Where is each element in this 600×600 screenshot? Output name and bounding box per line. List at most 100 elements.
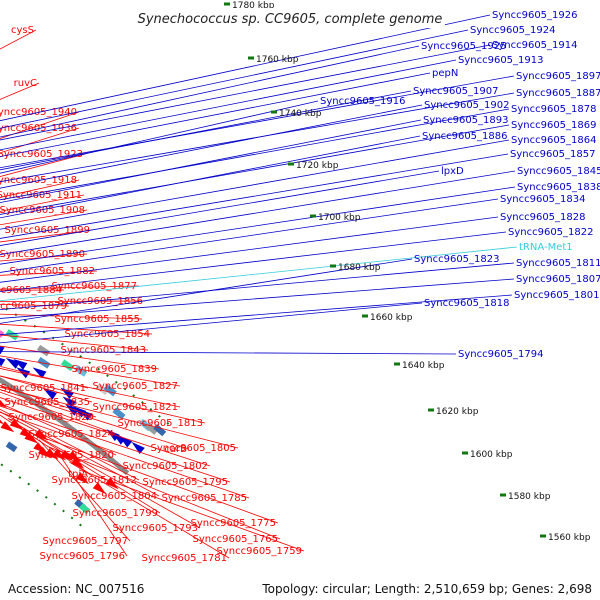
annotation-block xyxy=(112,407,126,420)
right-gene-label: Syncc9605_1807 xyxy=(516,274,600,285)
right-leader-line xyxy=(0,302,423,344)
left-gene-label: Syncc9605_1877 xyxy=(52,281,138,292)
annotation-block xyxy=(60,359,75,372)
left-gene-label: Syncc9605_1797 xyxy=(43,536,129,547)
right-gene-label: Syncc9605_1878 xyxy=(511,104,597,115)
right-leader-line xyxy=(0,104,423,189)
left-leader-line xyxy=(0,285,140,290)
reverse-gene-arrow xyxy=(0,355,6,367)
right-leader-line xyxy=(0,198,499,273)
left-gene-label: Syncc9605_1839 xyxy=(72,364,158,375)
left-gene-label: Syncc9605_1827 xyxy=(93,381,179,392)
left-leader-line xyxy=(0,179,80,198)
right-gene-label: Syncc9605_1902 xyxy=(424,100,510,111)
right-gene-label: Syncc9605_1893 xyxy=(423,115,509,126)
left-leader-line xyxy=(28,431,279,524)
left-gene-label: Syncc9605_1759 xyxy=(217,546,303,557)
left-leader-line xyxy=(0,375,93,403)
right-leader-line xyxy=(0,135,421,219)
annotation-block xyxy=(5,441,18,453)
reverse-gene-arrow xyxy=(62,396,77,408)
left-gene-label: Syncc9605_1795 xyxy=(143,477,229,488)
left-leader-line xyxy=(0,194,85,212)
left-leader-line xyxy=(0,300,146,302)
left-gene-label: Syncc9605_1854 xyxy=(65,329,151,340)
kbp-tick-label: 1760 kbp xyxy=(256,55,299,65)
left-leader-line xyxy=(0,111,80,139)
right-gene-label: Syncc9605_1907 xyxy=(413,86,499,97)
left-leader-line xyxy=(0,345,160,370)
right-gene-label: Syncc9605_1801 xyxy=(514,290,600,301)
left-leader-line xyxy=(58,454,128,557)
reverse-gene-arrow xyxy=(65,404,80,416)
left-leader-line xyxy=(0,389,190,450)
right-gene-label: Syncc9605_1834 xyxy=(500,194,586,205)
right-gene-label: pepN xyxy=(432,68,458,79)
left-leader-line xyxy=(0,334,149,351)
kbp-tick-label: 1700 kbp xyxy=(318,213,361,223)
left-leader-line xyxy=(0,313,143,320)
left-gene-label: tpiA xyxy=(68,469,88,480)
kbp-tick-label: 1680 kbp xyxy=(338,263,381,273)
left-leader-line xyxy=(0,414,91,475)
kbp-tick-label: 1720 kbp xyxy=(296,161,339,171)
right-gene-label: Syncc9605_1897 xyxy=(516,71,600,82)
right-gene-label: lpxD xyxy=(441,166,464,177)
left-gene-label: Syncc9605_1785 xyxy=(162,493,248,504)
left-leader-line xyxy=(18,424,201,529)
right-leader-line xyxy=(0,278,515,319)
topology-label: Topology: circular; Length: 2,510,659 bp… xyxy=(262,582,592,596)
left-gene-label: Syncc9605_1796 xyxy=(40,551,126,562)
left-leader-line xyxy=(0,408,140,481)
left-leader-line xyxy=(0,405,231,483)
left-gene-label: Syncc9605_1884 xyxy=(0,285,62,296)
forward-gene-arrow xyxy=(75,472,89,485)
right-gene-label: Syncc9605_1794 xyxy=(458,349,544,360)
right-leader-line xyxy=(0,170,516,255)
left-gene-label: Syncc9605_1765 xyxy=(193,534,279,545)
right-gene-label: Syncc9605_1811 xyxy=(516,258,600,269)
right-gene-label: Syncc9605_1914 xyxy=(492,40,578,51)
right-leader-line xyxy=(0,186,516,265)
right-leader-line xyxy=(0,119,422,204)
right-leader-line xyxy=(0,90,412,171)
left-gene-label: Syncc9605_1813 xyxy=(118,418,204,429)
reverse-gene-arrow xyxy=(5,357,20,369)
right-leader-line xyxy=(0,246,518,302)
left-gene-label: Syncc9605_1911 xyxy=(0,190,82,201)
left-leader-line xyxy=(0,365,89,389)
left-leader-line xyxy=(0,355,181,387)
right-leader-line xyxy=(0,59,457,151)
left-gene-label: Syncc9605_1824 xyxy=(29,429,115,440)
left-gene-label: carB xyxy=(164,444,187,455)
left-leader-line xyxy=(0,209,88,226)
forward-gene-arrow xyxy=(24,432,39,444)
left-gene-label: Syncc9605_1829 xyxy=(9,412,95,423)
kbp-tick-label: 1640 kbp xyxy=(402,361,445,371)
left-leader-line xyxy=(0,386,239,449)
right-leader-line xyxy=(0,231,507,292)
forward-gene-arrow xyxy=(92,482,107,495)
left-leader-line xyxy=(0,391,117,435)
left-gene-label: Syncc9605_1793 xyxy=(113,523,199,534)
annotation-block xyxy=(5,329,19,341)
right-leader-line xyxy=(0,75,515,169)
kbp-tick-label: 1740 kbp xyxy=(279,109,322,119)
reverse-gene-arrow xyxy=(13,359,28,370)
left-leader-line xyxy=(0,411,160,497)
reverse-gene-arrow xyxy=(43,388,57,400)
right-gene-label: Syncc9605_1913 xyxy=(458,55,544,66)
left-leader-line xyxy=(0,375,206,424)
left-gene-label: Syncc9605_1812 xyxy=(52,475,138,486)
right-gene-label: Syncc9605_1864 xyxy=(511,135,597,146)
kbp-tick-label: 1580 kbp xyxy=(508,492,551,502)
left-leader-line xyxy=(69,461,230,559)
right-gene-label: Syncc9605_1926 xyxy=(492,10,578,21)
left-gene-label: Syncc9605_1856 xyxy=(58,296,144,307)
annotation-block xyxy=(36,344,51,357)
right-leader-line xyxy=(0,351,457,355)
right-leader-line xyxy=(0,100,319,174)
right-leader-line xyxy=(0,139,510,230)
right-gene-label: Syncc9605_1887 xyxy=(516,88,600,99)
